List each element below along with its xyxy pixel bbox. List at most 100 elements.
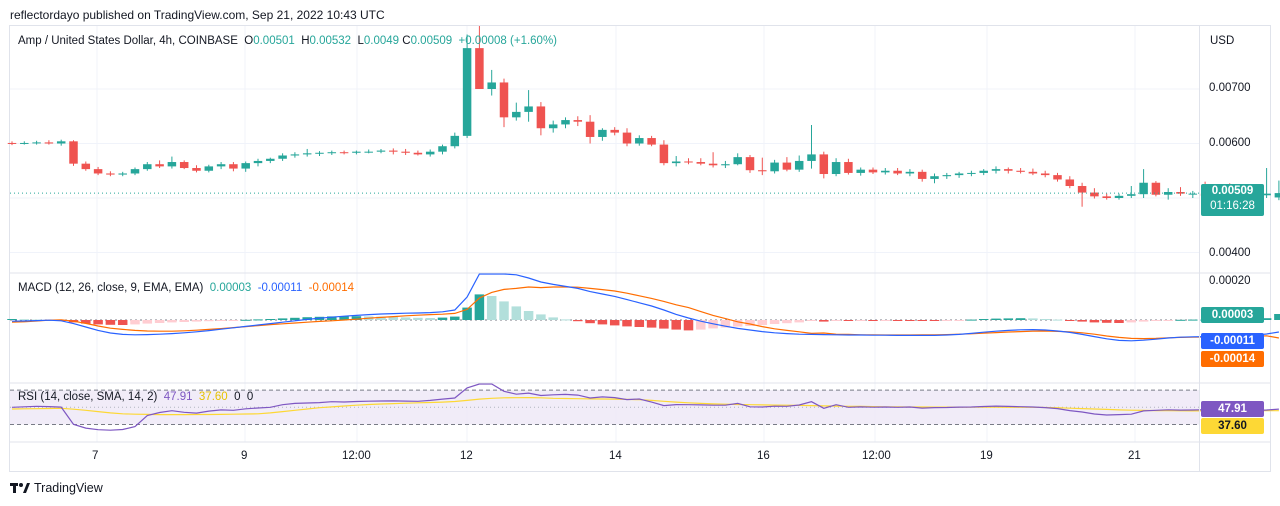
macd-histogram-bar xyxy=(19,319,30,321)
macd-histogram-bar xyxy=(81,320,91,324)
candle-body xyxy=(1016,170,1025,172)
candle-body xyxy=(635,138,644,144)
macd-histogram-bar xyxy=(400,317,411,320)
macd-histogram-bar xyxy=(7,319,17,320)
macd-histogram-bar xyxy=(499,301,509,320)
candle-body xyxy=(573,120,583,122)
candle-body xyxy=(106,173,115,175)
candle-body xyxy=(487,82,496,89)
candle-body xyxy=(20,142,29,144)
macd-histogram-bar xyxy=(855,320,866,321)
candle-body xyxy=(782,162,792,170)
macd-histogram-bar xyxy=(486,296,497,320)
candle-body xyxy=(315,152,324,154)
change-value: +0.00008 (+1.60%) xyxy=(458,35,558,47)
candle-body xyxy=(1053,175,1062,180)
high-letter: H xyxy=(301,35,310,47)
macd-histogram-bar xyxy=(339,316,349,320)
tradingview-logo-icon xyxy=(10,483,30,493)
candle-body xyxy=(893,170,902,174)
time-label: 21 xyxy=(1128,450,1141,462)
candle-body xyxy=(524,106,533,112)
candle-body xyxy=(598,129,607,137)
candle-body xyxy=(1077,186,1087,193)
macd-histogram-bar xyxy=(597,320,608,325)
candle-body xyxy=(278,155,287,159)
candle-body xyxy=(696,162,706,164)
macd-histogram-bar xyxy=(905,320,915,321)
macd-histogram-bar xyxy=(425,318,435,320)
candle-body xyxy=(844,162,853,173)
macd-histogram-bar xyxy=(1003,318,1014,320)
macd-histogram-bar xyxy=(622,320,632,327)
price-tick: 0.00700 xyxy=(1209,82,1251,94)
candle-body xyxy=(229,164,238,169)
macd-histogram-bar xyxy=(351,316,362,320)
macd-histogram-bar xyxy=(978,319,989,320)
candle-body xyxy=(930,176,939,179)
macd-line-value: -0.00011 xyxy=(257,282,303,294)
candle-body xyxy=(352,151,361,153)
macd-histogram-bar xyxy=(720,320,731,328)
macd-histogram-bar xyxy=(277,318,288,320)
macd-histogram-bar xyxy=(954,320,964,321)
macd-histogram-bar xyxy=(696,320,706,330)
candle-body xyxy=(807,154,816,161)
candle-body xyxy=(339,152,349,154)
rsi-ma-tag: 37.60 xyxy=(1201,418,1264,434)
time-label: 14 xyxy=(609,450,622,462)
candle-body xyxy=(881,170,890,173)
candle-body xyxy=(143,164,152,170)
macd-histogram-bar xyxy=(290,317,300,320)
macd-histogram-bar xyxy=(1175,319,1186,321)
rsi-value: 47.91 xyxy=(163,391,193,403)
macd-histogram-bar xyxy=(683,320,694,331)
candle-body xyxy=(979,170,988,173)
candle-body xyxy=(536,106,546,129)
macd-histogram-bar xyxy=(204,320,214,322)
candle-body xyxy=(721,164,730,166)
candle-body xyxy=(942,175,952,177)
candle-body xyxy=(192,168,201,171)
rsi-line xyxy=(11,383,1279,431)
macd-histogram xyxy=(7,294,1280,331)
candle-body xyxy=(118,173,127,175)
candle-body xyxy=(1065,179,1075,187)
close-value: 0.00509 xyxy=(410,35,453,47)
candle-body xyxy=(708,163,718,166)
macd-histogram-bar xyxy=(1274,314,1280,320)
macd-line xyxy=(11,273,1279,342)
candle-body xyxy=(967,172,976,174)
macd-histogram-bar xyxy=(659,320,669,329)
macd-histogram-bar xyxy=(732,320,743,327)
macd-histogram-bar xyxy=(437,317,448,320)
macd-hist-value: 0.00003 xyxy=(209,282,252,294)
macd-histogram-bar xyxy=(880,320,891,321)
chart-frame xyxy=(9,25,1271,472)
macd-histogram-bar xyxy=(1188,319,1198,321)
candle-body xyxy=(1040,173,1050,176)
candle-body xyxy=(266,158,275,161)
last-price-value: 0.00509 xyxy=(1211,185,1254,197)
candle-body xyxy=(1188,193,1198,195)
rsi-extra-1: 0 xyxy=(234,391,241,403)
candle-body xyxy=(1127,194,1136,196)
macd-histogram-bar xyxy=(240,319,251,321)
macd-histogram-bar xyxy=(302,317,312,320)
footer-brand: TradingView xyxy=(34,481,103,495)
macd-histogram-bar xyxy=(1261,318,1272,320)
candle-body xyxy=(1163,192,1173,195)
macd-histogram-bar xyxy=(1138,320,1149,322)
candle-body xyxy=(7,142,17,144)
macd-lines xyxy=(11,273,1280,342)
macd-histogram-bar xyxy=(634,320,645,327)
macd-histogram-bar xyxy=(265,319,276,320)
macd-histogram-bar xyxy=(167,320,177,323)
bar-countdown: 01:16:28 xyxy=(1210,200,1255,212)
time-label: 9 xyxy=(241,450,248,462)
macd-histogram-bar xyxy=(117,320,128,325)
macd-histogram-bar xyxy=(585,320,595,324)
candle-body xyxy=(1004,169,1013,171)
macd-histogram-bar xyxy=(253,319,263,321)
